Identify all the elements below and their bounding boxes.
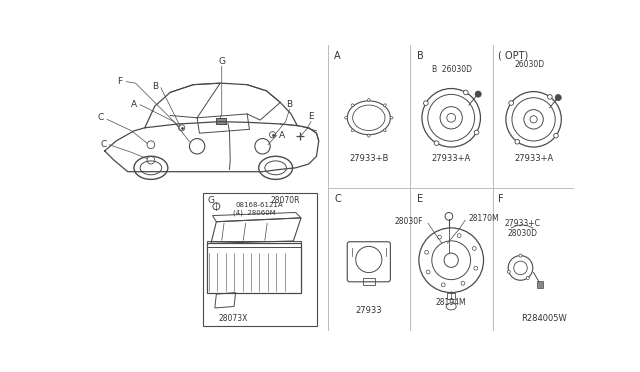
Bar — [447, 294, 455, 299]
Text: B: B — [152, 83, 158, 92]
Ellipse shape — [383, 129, 386, 132]
Text: 28030D: 28030D — [507, 229, 537, 238]
Text: G: G — [207, 196, 214, 205]
Text: (4)  28060M: (4) 28060M — [232, 209, 275, 216]
Text: B: B — [287, 100, 292, 109]
Bar — [207, 243, 301, 294]
Text: A: A — [334, 51, 340, 61]
Text: 27933+B: 27933+B — [349, 154, 388, 163]
Text: 27933+A: 27933+A — [514, 154, 553, 163]
Circle shape — [475, 91, 481, 97]
Text: G: G — [218, 57, 225, 66]
Text: C: C — [98, 113, 104, 122]
Circle shape — [435, 141, 439, 145]
Text: 27933+A: 27933+A — [431, 154, 471, 163]
Bar — [216, 118, 225, 124]
Text: 28073X: 28073X — [219, 314, 248, 323]
Circle shape — [424, 101, 428, 106]
Text: 26030D: 26030D — [515, 60, 545, 69]
Bar — [537, 281, 543, 288]
Ellipse shape — [344, 117, 348, 119]
Text: 28194M: 28194M — [436, 298, 467, 307]
Text: 28030F: 28030F — [394, 217, 422, 226]
Text: F: F — [118, 77, 123, 86]
Ellipse shape — [383, 104, 386, 106]
Ellipse shape — [367, 99, 370, 102]
Text: ( OPT): ( OPT) — [498, 51, 529, 61]
Circle shape — [526, 276, 529, 279]
Text: A: A — [279, 131, 285, 140]
Ellipse shape — [351, 104, 354, 106]
Bar — [204, 193, 317, 326]
Text: E: E — [417, 194, 422, 204]
Ellipse shape — [351, 129, 354, 132]
Text: 08168-6121A: 08168-6121A — [236, 202, 284, 208]
Text: 27933: 27933 — [355, 306, 382, 315]
Bar — [207, 241, 301, 247]
Ellipse shape — [367, 134, 370, 137]
Circle shape — [555, 94, 561, 101]
Circle shape — [548, 94, 552, 99]
Circle shape — [515, 140, 520, 144]
Text: F: F — [498, 194, 504, 204]
Text: 28170M: 28170M — [468, 214, 499, 223]
Ellipse shape — [390, 117, 393, 119]
Text: B  26030D: B 26030D — [432, 65, 472, 74]
Text: C: C — [100, 140, 106, 149]
Circle shape — [474, 130, 479, 135]
Bar — [363, 278, 375, 285]
Circle shape — [509, 101, 513, 105]
Text: 28070R: 28070R — [270, 196, 300, 205]
Text: C: C — [334, 194, 341, 204]
Text: 27933+C: 27933+C — [504, 219, 540, 228]
Text: E: E — [308, 112, 314, 121]
Text: A: A — [131, 100, 137, 109]
Circle shape — [463, 90, 468, 95]
Text: B: B — [417, 51, 423, 61]
Circle shape — [508, 270, 510, 273]
Circle shape — [554, 133, 558, 138]
Circle shape — [519, 254, 522, 257]
Text: R284005W: R284005W — [521, 314, 566, 323]
